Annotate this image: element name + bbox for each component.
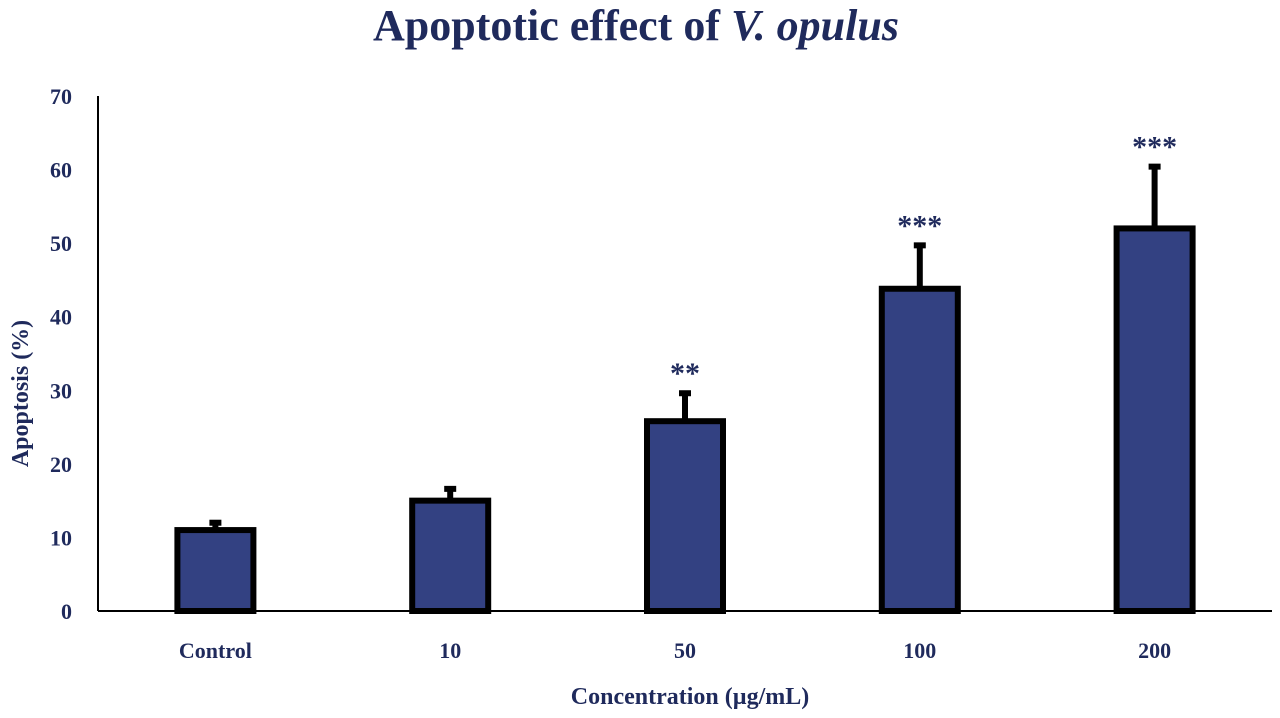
bar — [174, 527, 257, 614]
significance-label: *** — [1132, 131, 1177, 164]
significance-group: ******** — [670, 131, 1177, 391]
y-tick-label: 0 — [61, 599, 72, 624]
y-axis-ticks: 0 10 20 30 40 50 60 70 — [50, 84, 72, 624]
bar — [1113, 225, 1196, 615]
significance-label: ** — [670, 357, 700, 390]
x-tick-label: 50 — [674, 638, 696, 663]
chart-title-species: V. opulus — [731, 1, 899, 50]
x-tick-label: 200 — [1138, 638, 1171, 663]
bar — [878, 285, 961, 614]
x-axis-title: Concentration (µg/mL) — [571, 684, 809, 710]
significance-label: *** — [897, 209, 942, 242]
x-tick-label: Control — [179, 638, 252, 663]
x-tick-label: 100 — [903, 638, 936, 663]
y-tick-label: 50 — [50, 231, 72, 256]
error-bars-group — [209, 163, 1161, 531]
chart-title: Apoptotic effect of V. opulus — [373, 1, 899, 50]
bar — [409, 497, 492, 614]
y-tick-label: 30 — [50, 378, 72, 403]
bar — [644, 418, 726, 614]
y-tick-label: 40 — [50, 305, 72, 330]
chart-title-main: Apoptotic effect of — [373, 1, 731, 50]
x-tick-label: 10 — [439, 638, 461, 663]
y-tick-label: 10 — [50, 525, 72, 550]
y-tick-label: 20 — [50, 452, 72, 477]
y-tick-label: 60 — [50, 158, 72, 183]
y-axis-title: Apoptosis (%) — [8, 320, 34, 467]
x-axis-ticks: Control 10 50 100 200 — [179, 638, 1171, 663]
y-tick-label: 70 — [50, 84, 72, 109]
